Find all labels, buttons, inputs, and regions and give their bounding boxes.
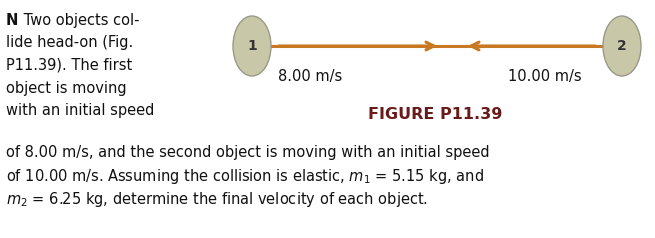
Text: of 8.00 m/s, and the second object is moving with an initial speed: of 8.00 m/s, and the second object is mo… (6, 145, 490, 160)
Text: object is moving: object is moving (6, 80, 126, 95)
Text: Two objects col-: Two objects col- (19, 13, 140, 28)
Ellipse shape (233, 16, 271, 76)
Text: FIGURE P11.39: FIGURE P11.39 (368, 107, 502, 122)
Text: N: N (6, 13, 18, 28)
Text: 1: 1 (247, 39, 257, 53)
Text: 8.00 m/s: 8.00 m/s (278, 69, 342, 84)
Text: with an initial speed: with an initial speed (6, 103, 155, 118)
Text: P11.39). The first: P11.39). The first (6, 58, 132, 73)
Text: of 10.00 m/s. Assuming the collision is elastic, $m_1$ = 5.15 kg, and: of 10.00 m/s. Assuming the collision is … (6, 168, 484, 187)
Text: $m_2$ = 6.25 kg, determine the final velocity of each object.: $m_2$ = 6.25 kg, determine the final vel… (6, 190, 428, 209)
Text: 2: 2 (617, 39, 627, 53)
Ellipse shape (603, 16, 641, 76)
Text: 10.00 m/s: 10.00 m/s (508, 69, 582, 84)
Text: lide head-on (Fig.: lide head-on (Fig. (6, 35, 133, 50)
